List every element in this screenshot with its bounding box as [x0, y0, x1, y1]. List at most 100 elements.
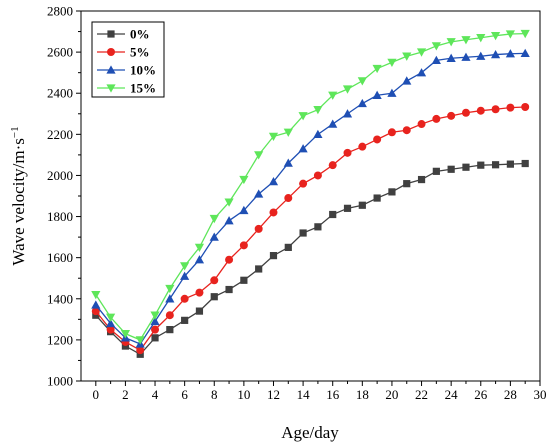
data-point	[357, 98, 367, 108]
x-tick-label: 8	[211, 387, 218, 402]
data-point	[387, 88, 397, 97]
y-tick-label: 2200	[47, 127, 73, 142]
legend-entry: 15%	[97, 81, 156, 96]
data-point	[476, 106, 485, 115]
data-point	[298, 112, 308, 121]
data-point	[136, 346, 145, 355]
x-tick-label: 16	[326, 387, 340, 402]
series-3	[91, 29, 530, 345]
legend-label: 0%	[130, 27, 150, 42]
data-point	[313, 129, 323, 139]
data-point	[254, 224, 263, 233]
data-point	[150, 316, 160, 326]
legend-entry: 10%	[97, 63, 156, 78]
data-point	[91, 307, 100, 316]
data-point	[431, 55, 441, 65]
data-point	[505, 49, 515, 58]
x-tick-label: 24	[445, 387, 459, 402]
data-point	[194, 243, 205, 252]
data-point	[225, 255, 234, 264]
x-tick-label: 30	[534, 387, 547, 402]
data-point	[194, 255, 205, 264]
data-point	[180, 294, 189, 303]
legend-label: 10%	[130, 63, 156, 78]
data-point	[373, 194, 381, 202]
data-point	[151, 334, 159, 342]
series-2	[91, 48, 530, 348]
data-point	[506, 103, 515, 112]
data-point	[432, 167, 440, 175]
data-point	[402, 52, 412, 61]
y-tick-label: 1400	[47, 291, 73, 306]
data-point	[342, 85, 353, 94]
data-point	[91, 290, 101, 300]
data-point	[343, 148, 352, 157]
y-tick-label: 1000	[47, 374, 73, 389]
data-point	[239, 205, 249, 215]
x-tick-label: 2	[122, 387, 129, 402]
data-point	[491, 105, 500, 114]
y-tick-label: 1800	[47, 209, 73, 224]
data-point	[268, 132, 279, 141]
data-point	[476, 51, 486, 60]
data-point	[446, 53, 456, 62]
x-tick-label: 22	[415, 387, 428, 402]
data-point	[268, 177, 279, 186]
legend: 0% 5% 10% 15%	[91, 21, 165, 98]
data-point	[240, 276, 248, 284]
data-point	[165, 284, 175, 294]
data-point	[255, 265, 263, 273]
data-point	[165, 294, 175, 303]
x-tick-label: 4	[152, 387, 159, 402]
data-point	[505, 30, 515, 39]
series-layer	[91, 29, 530, 358]
x-tick-label: 6	[181, 387, 188, 402]
data-point	[181, 316, 189, 324]
data-point	[135, 336, 145, 345]
x-tick-label: 20	[385, 387, 398, 402]
data-point	[166, 326, 174, 334]
x-axis-title: Age/day	[281, 423, 339, 442]
y-tick-label: 1200	[47, 332, 73, 347]
data-point	[195, 307, 204, 315]
legend-label: 5%	[130, 45, 150, 60]
data-point	[284, 194, 293, 203]
data-point	[180, 271, 190, 280]
data-point	[343, 204, 352, 212]
data-point	[180, 262, 190, 271]
data-point	[92, 311, 100, 319]
data-point	[239, 241, 248, 250]
y-tick-label: 2000	[47, 168, 73, 183]
data-point	[476, 34, 486, 43]
legend-entry: 0%	[97, 27, 150, 42]
data-point	[314, 223, 322, 231]
data-point	[506, 160, 514, 168]
x-tick-label: 18	[356, 387, 369, 402]
data-point	[402, 126, 411, 135]
data-point	[447, 165, 455, 173]
data-point	[283, 128, 293, 137]
data-point	[269, 252, 278, 260]
data-point	[224, 216, 234, 225]
data-point	[106, 325, 115, 334]
data-point	[209, 232, 219, 241]
x-tick-label: 10	[237, 387, 250, 402]
data-point	[313, 171, 322, 180]
data-point	[521, 102, 530, 111]
data-point	[432, 114, 441, 123]
data-point	[91, 300, 101, 309]
data-point	[313, 105, 323, 115]
data-point	[462, 163, 470, 171]
legend-marker	[107, 48, 115, 56]
data-point	[299, 229, 307, 237]
data-point	[195, 288, 204, 297]
data-point	[521, 159, 529, 168]
data-point	[136, 350, 144, 358]
data-point	[461, 36, 471, 45]
data-point	[150, 311, 160, 320]
data-point	[298, 144, 308, 153]
x-tick-label: 28	[504, 387, 517, 402]
data-point	[388, 188, 396, 196]
